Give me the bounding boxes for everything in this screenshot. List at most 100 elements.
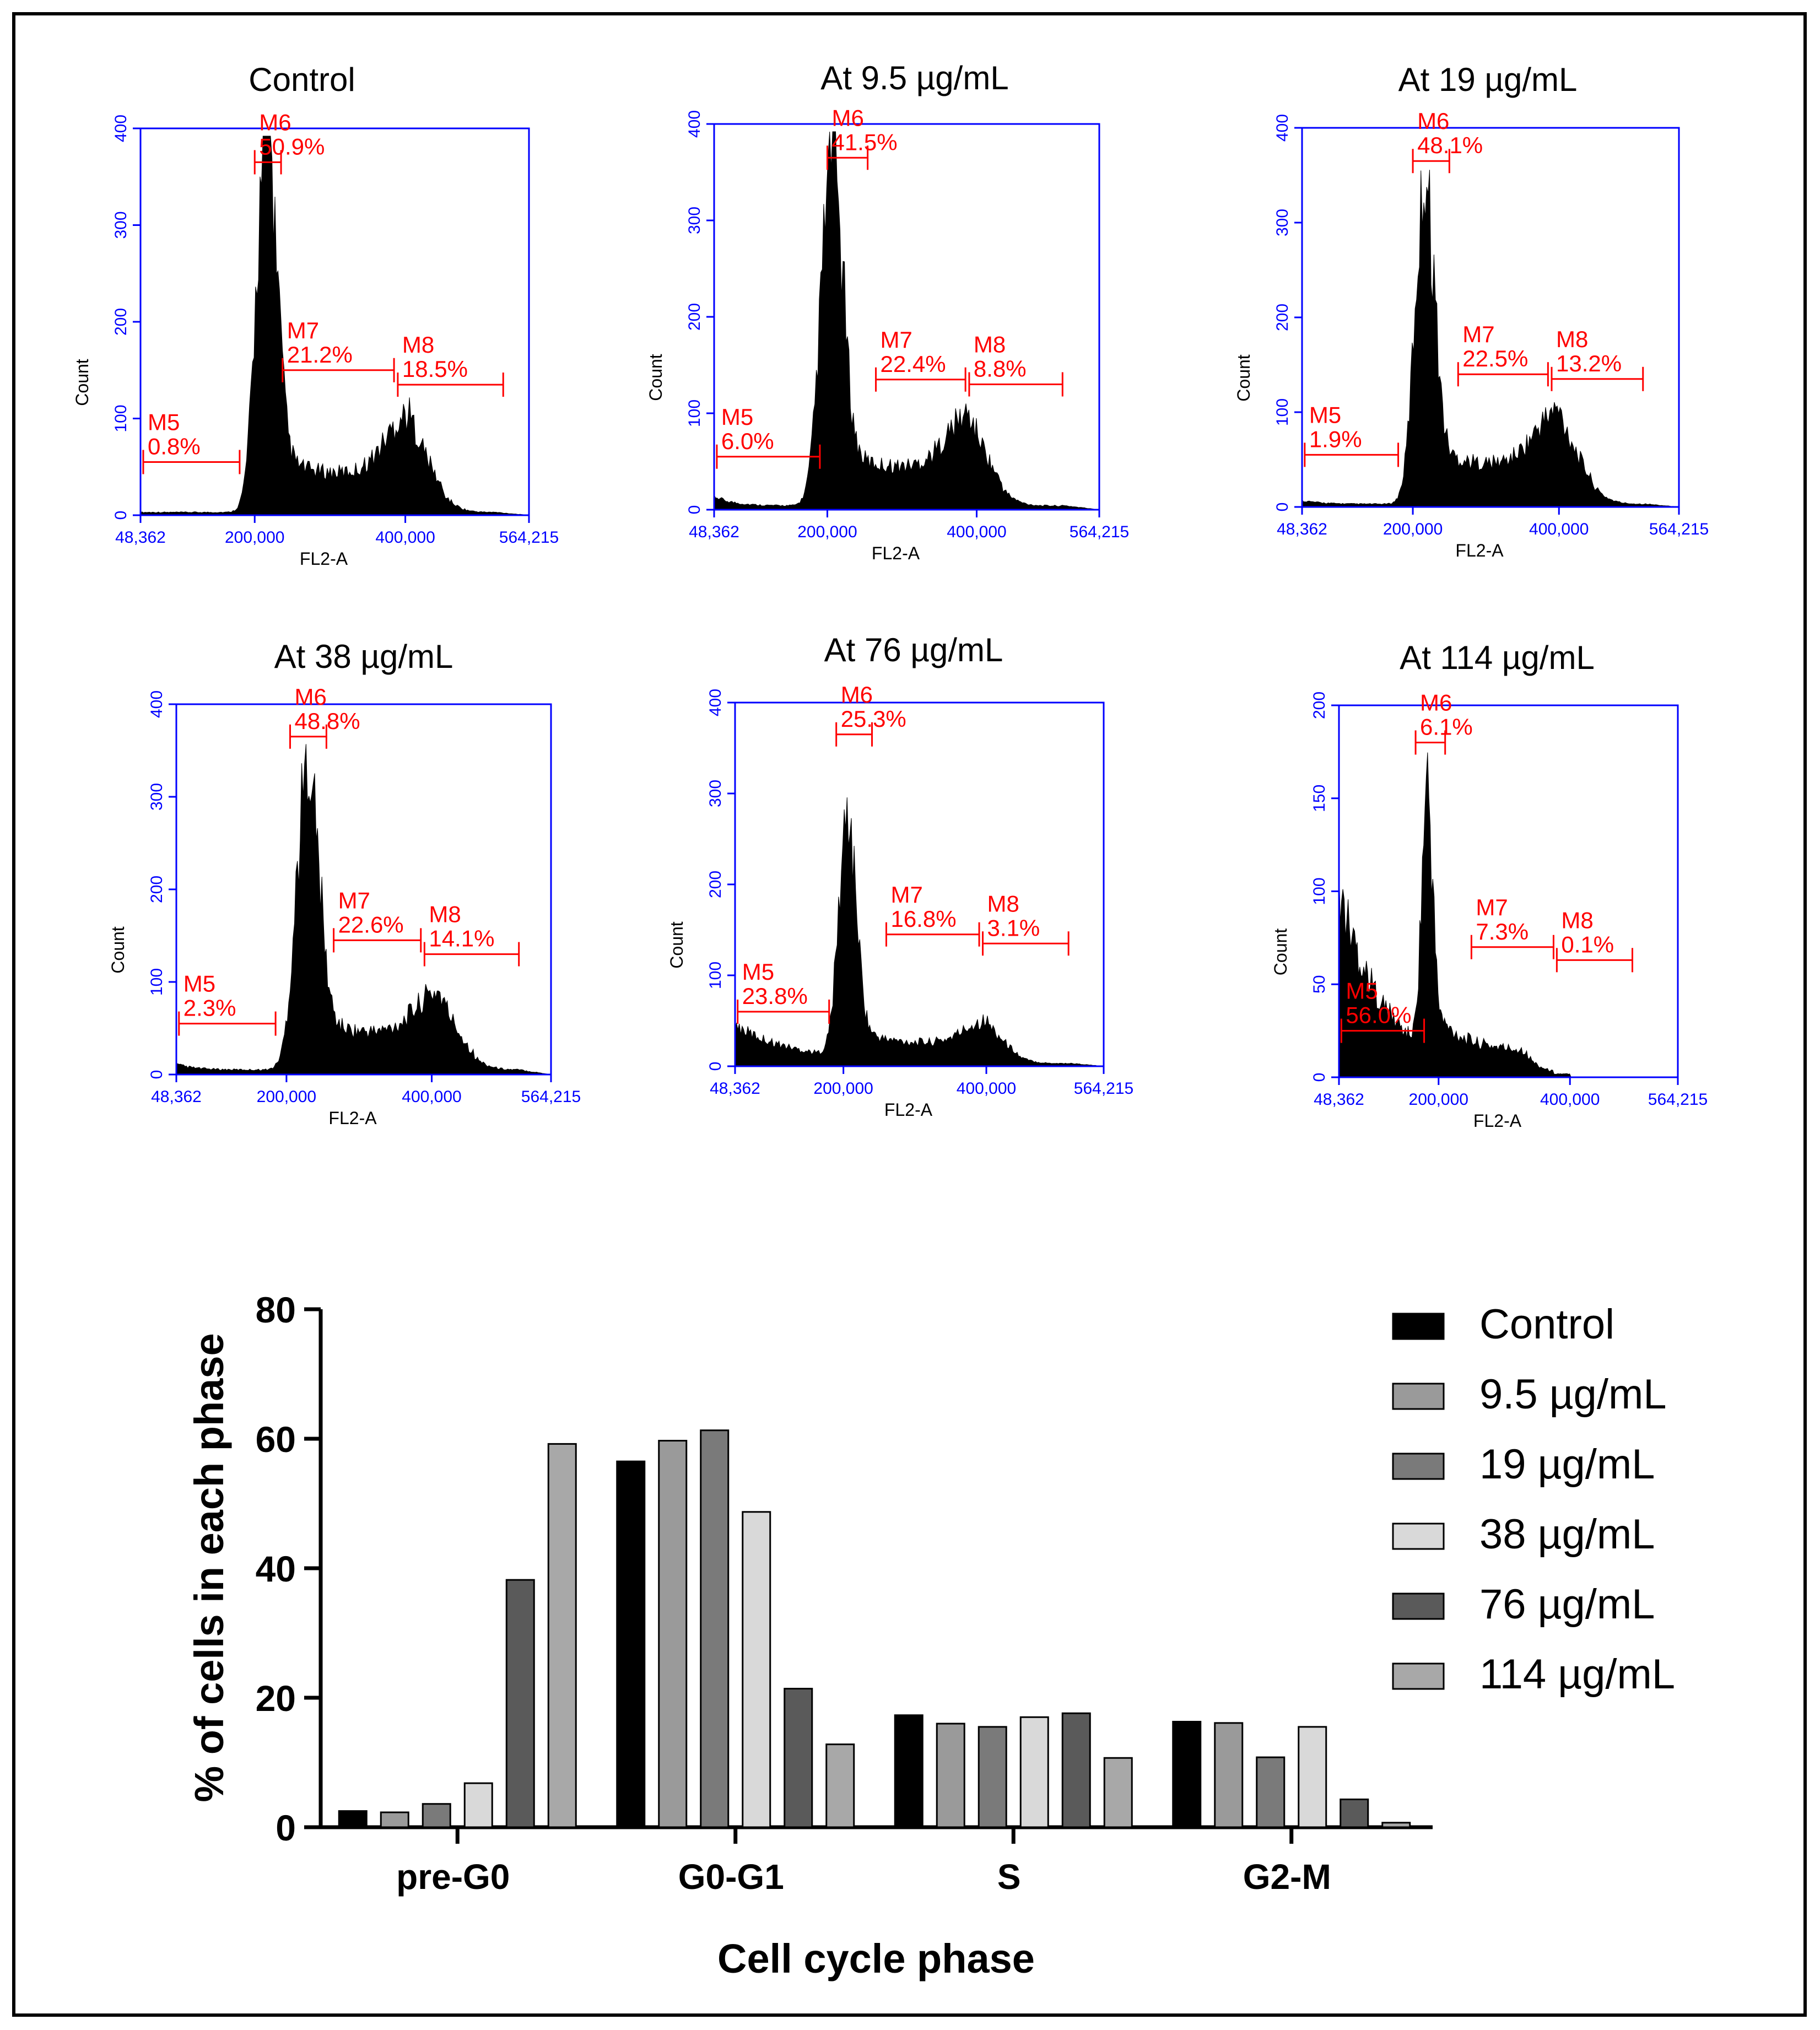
bar-g0-g1-3 [700, 1429, 730, 1828]
gate-name: M5 [148, 409, 180, 435]
histogram-panel-6: At 114 µg/mL 0 50 100 150 200 48,362 200,000 400… [1271, 639, 1708, 1131]
legend-label: 9.5 µg/mL [1479, 1371, 1667, 1418]
x-tick-label: 200,000 [813, 1079, 873, 1098]
x-tick-label: 400,000 [947, 523, 1006, 541]
gate-name: M8 [974, 332, 1006, 358]
gate-name: M8 [1561, 907, 1593, 933]
y-tick-label: 400 [706, 689, 725, 716]
gate-name: M7 [890, 882, 922, 908]
gate-percent: 3.1% [987, 915, 1040, 941]
bar-s-3 [977, 1726, 1007, 1828]
y-axis-label: Count [1234, 354, 1254, 402]
gate-percent: 21.2% [287, 342, 353, 368]
histogram-panel-1: Control 0 100 200 300 400 48,362 200,000 400,000… [72, 61, 559, 569]
histogram-title: Control [249, 61, 355, 98]
histogram-bars [140, 136, 530, 516]
legend-label: Control [1479, 1301, 1614, 1348]
bar-s-5 [1061, 1712, 1091, 1828]
y-tick-label: 100 [1310, 877, 1328, 905]
histogram-title: At 76 µg/mL [824, 631, 1003, 668]
gate-percent: 8.8% [974, 356, 1027, 382]
x-tick-label: 48,362 [710, 1079, 760, 1098]
y-tick-label: 200 [685, 303, 704, 331]
bar-pre-g0-2 [380, 1811, 409, 1828]
y-tick-label: 100 [685, 399, 704, 427]
y-tick-label: 100 [112, 404, 130, 432]
gate-name: M6 [259, 109, 291, 135]
legend-swatch [1392, 1522, 1445, 1550]
bar-g0-g1-2 [658, 1440, 688, 1828]
x-tick-label: 564,215 [521, 1088, 581, 1106]
gate-name: M8 [402, 332, 434, 358]
x-tick-label: 400,000 [375, 528, 435, 547]
y-tick-label: 150 [1310, 785, 1328, 812]
bar-chart: 0 20 40 60 80 pre-G0 G0-G1 S G2-M Cell cycle phas… [186, 1289, 1675, 1982]
legend-swatch [1392, 1662, 1445, 1690]
y-tick-label: 300 [706, 780, 725, 807]
gate-percent: 41.5% [831, 129, 897, 155]
x-tick-label: 200,000 [225, 528, 284, 547]
y-axis-label: Count [667, 921, 687, 969]
y-tick-label: 100 [706, 962, 725, 989]
bar-s-6 [1103, 1757, 1133, 1828]
bar-s-2 [936, 1723, 965, 1828]
gate-name: M7 [1462, 321, 1494, 347]
gate-name: M8 [429, 901, 461, 927]
gate-percent: 22.6% [338, 911, 404, 937]
y-tick-label: 0 [706, 1062, 725, 1071]
y-tick-label: 0 [148, 1070, 166, 1079]
bar-g2-m-6 [1381, 1822, 1411, 1828]
bar-g2-m-5 [1340, 1798, 1369, 1828]
x-tick-label: 200,000 [1383, 520, 1443, 538]
gate-percent: 48.1% [1417, 132, 1483, 158]
x-tick-label: 564,215 [1648, 1090, 1708, 1109]
gate-name: M5 [1309, 402, 1341, 428]
gate-name: M6 [1420, 690, 1452, 716]
bar-g2-m-4 [1298, 1726, 1327, 1828]
y-axis-label: Count [1271, 928, 1290, 976]
y-tick-label: 200 [112, 308, 130, 336]
x-tick-label: 48,362 [689, 523, 739, 541]
y-tick-label: 200 [706, 871, 725, 898]
x-axis-label: FL2-A [884, 1100, 933, 1120]
histogram-bars [1338, 752, 1678, 1078]
y-tick-label: 50 [1310, 975, 1328, 994]
legend-swatch [1392, 1383, 1445, 1410]
histogram-bars [714, 131, 1100, 510]
x-axis-title: Cell cycle phase [717, 1936, 1035, 1982]
legend-swatch [1392, 1592, 1445, 1620]
gate-name: M6 [294, 684, 326, 710]
y-tick-label: 300 [148, 783, 166, 811]
gate-name: M5 [742, 959, 774, 985]
bar-pre-g0-1 [338, 1810, 368, 1828]
y-tick-label: 200 [148, 876, 166, 903]
histogram-bars [735, 797, 1104, 1067]
y-tick-label: 200 [1310, 692, 1328, 719]
y-tick-label: 0 [685, 505, 704, 515]
x-tick-label: 200,000 [257, 1088, 316, 1106]
y-tick-label: 300 [685, 207, 704, 234]
histogram-title: At 114 µg/mL [1400, 639, 1595, 676]
y-tick-label: 40 [256, 1548, 296, 1589]
legend-swatch [1392, 1313, 1445, 1340]
gate-name: M6 [841, 682, 873, 708]
y-tick-label: 0 [276, 1807, 296, 1848]
bar-s-4 [1019, 1716, 1049, 1828]
x-tick-label: G2-M [1243, 1857, 1331, 1897]
x-tick-label: 48,362 [115, 528, 166, 547]
x-tick-label: 400,000 [1540, 1090, 1600, 1109]
y-tick-label: 400 [1273, 114, 1292, 142]
histogram-panel-3: At 19 µg/mL 0 100 200 300 400 48,362 200,000 400… [1234, 61, 1709, 560]
x-tick-label: S [997, 1857, 1021, 1897]
x-tick-label: pre-G0 [396, 1857, 510, 1897]
y-tick-label: 400 [148, 690, 166, 718]
gate-percent: 16.8% [890, 906, 956, 932]
x-axis-label: FL2-A [1473, 1111, 1522, 1131]
bar-pre-g0-3 [422, 1803, 451, 1828]
y-tick-label: 100 [148, 968, 166, 996]
x-axis-label: FL2-A [328, 1108, 377, 1128]
gate-percent: 18.5% [402, 356, 468, 382]
y-tick-label: 20 [256, 1678, 296, 1719]
histogram-bars [176, 744, 552, 1075]
